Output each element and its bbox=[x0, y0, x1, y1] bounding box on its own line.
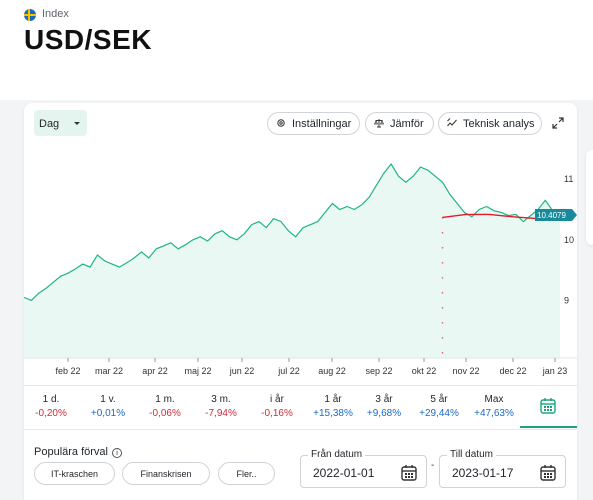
return-stat[interactable]: Max +47,63% bbox=[469, 394, 519, 419]
compare-button[interactable]: Jämför bbox=[365, 112, 434, 135]
calendar-icon[interactable] bbox=[401, 464, 417, 481]
price-line bbox=[24, 163, 561, 302]
analysis-icon bbox=[447, 118, 457, 127]
return-period: 1 m. bbox=[155, 394, 175, 405]
info-icon[interactable]: i bbox=[112, 448, 122, 458]
chart-card: Dag Inställningar Jämför Teknisk analys … bbox=[24, 103, 577, 500]
x-tick-label: apr 22 bbox=[142, 366, 168, 376]
period-select-label: Dag bbox=[39, 118, 60, 130]
return-value: +0,01% bbox=[90, 408, 126, 419]
return-stat[interactable]: 1 år +15,38% bbox=[308, 394, 358, 419]
return-period: i år bbox=[270, 394, 284, 405]
return-value: -7,94% bbox=[205, 408, 237, 419]
return-period: 1 v. bbox=[100, 394, 116, 405]
technical-analysis-label: Teknisk analys bbox=[463, 118, 535, 130]
return-period: Max bbox=[484, 394, 504, 405]
return-stat[interactable]: i år -0,16% bbox=[252, 394, 302, 419]
calendar-icon[interactable] bbox=[540, 464, 556, 481]
x-tick-label: dec 22 bbox=[499, 366, 526, 376]
return-value: +9,68% bbox=[366, 408, 402, 419]
return-period: 3 m. bbox=[211, 394, 231, 405]
x-tick-label: sep 22 bbox=[365, 366, 392, 376]
return-value: +15,38% bbox=[313, 408, 353, 419]
x-tick-label: okt 22 bbox=[412, 366, 437, 376]
technical-analysis-button[interactable]: Teknisk analys bbox=[438, 112, 542, 135]
return-value: -0,06% bbox=[149, 408, 181, 419]
return-value: -0,16% bbox=[261, 408, 293, 419]
x-tick-label: jun 22 bbox=[229, 366, 255, 376]
to-date-label: Till datum bbox=[447, 449, 496, 460]
date-range-separator: - bbox=[431, 460, 435, 471]
scale-icon bbox=[374, 119, 384, 128]
fullscreen-icon[interactable] bbox=[552, 117, 564, 129]
instrument-type: Index bbox=[42, 8, 69, 20]
return-period: 3 år bbox=[375, 394, 393, 405]
settings-button[interactable]: Inställningar bbox=[267, 112, 360, 135]
popular-presets-text: Populära förval bbox=[34, 446, 108, 458]
y-tick-label: 11 bbox=[564, 174, 573, 184]
return-period: 1 år bbox=[324, 394, 342, 405]
preset-chip-it-crash[interactable]: IT-kraschen bbox=[34, 462, 115, 485]
return-stat[interactable]: 3 m. -7,94% bbox=[196, 394, 246, 419]
x-tick-label: maj 22 bbox=[184, 366, 211, 376]
settings-label: Inställningar bbox=[292, 118, 352, 130]
return-value: -0,20% bbox=[35, 408, 67, 419]
return-stat[interactable]: 1 v. +0,01% bbox=[83, 394, 133, 419]
x-tick-label: jul 22 bbox=[277, 366, 300, 376]
price-area bbox=[24, 164, 560, 358]
to-date-field[interactable]: Till datum 2023-01-17 bbox=[439, 449, 566, 488]
y-tick-label: 10 bbox=[564, 235, 574, 245]
period-select[interactable]: Dag bbox=[34, 110, 87, 136]
chart-svg: 9 10 11 feb 22 mar 22 apr 22 maj 22 jun 22 jul 2… bbox=[24, 163, 577, 376]
custom-range-tab[interactable] bbox=[520, 386, 577, 428]
page-header: Index USD/SEK bbox=[0, 0, 593, 100]
y-tick-label: 9 bbox=[564, 295, 569, 305]
last-value-badge: 10.4079 bbox=[535, 208, 577, 221]
to-date-value: 2023-01-17 bbox=[452, 466, 514, 480]
return-stat[interactable]: 3 år +9,68% bbox=[359, 394, 409, 419]
return-value: +47,63% bbox=[474, 408, 514, 419]
return-stat[interactable]: 1 m. -0,06% bbox=[140, 394, 190, 419]
page-title: USD/SEK bbox=[24, 24, 152, 55]
calendar-icon bbox=[540, 398, 556, 414]
x-tick-label: aug 22 bbox=[318, 366, 346, 376]
from-date-label: Från datum bbox=[308, 449, 366, 460]
last-value-text: 10.4079 bbox=[537, 211, 566, 220]
from-date-field[interactable]: Från datum 2022-01-01 bbox=[300, 449, 427, 488]
return-period: 5 år bbox=[430, 394, 448, 405]
return-value: +29,44% bbox=[419, 408, 459, 419]
side-panel-edge bbox=[586, 150, 593, 245]
gear-icon bbox=[277, 119, 285, 127]
x-tick-label: feb 22 bbox=[55, 366, 80, 376]
caret-down-icon bbox=[74, 122, 80, 125]
price-chart[interactable]: 9 10 11 feb 22 mar 22 apr 22 maj 22 jun 22 jul 2… bbox=[24, 158, 577, 388]
sweden-flag-icon bbox=[24, 9, 36, 21]
return-stat[interactable]: 1 d. -0,20% bbox=[26, 394, 76, 419]
preset-chip-financial-crisis[interactable]: Finanskrisen bbox=[122, 462, 210, 485]
x-tick-label: mar 22 bbox=[95, 366, 123, 376]
return-stat[interactable]: 5 år +29,44% bbox=[414, 394, 464, 419]
compare-label: Jämför bbox=[390, 118, 424, 130]
x-tick-label: jan 23 bbox=[542, 366, 568, 376]
return-period: 1 d. bbox=[42, 394, 60, 405]
x-tick-label: nov 22 bbox=[452, 366, 479, 376]
period-returns: 1 d. -0,20% 1 v. +0,01% 1 m. -0,06% 3 m. -7,94%… bbox=[24, 385, 577, 430]
popular-presets-label: Populära förval i bbox=[34, 446, 122, 458]
from-date-value: 2022-01-01 bbox=[313, 466, 375, 480]
preset-chip-more[interactable]: Fler.. bbox=[218, 462, 275, 485]
